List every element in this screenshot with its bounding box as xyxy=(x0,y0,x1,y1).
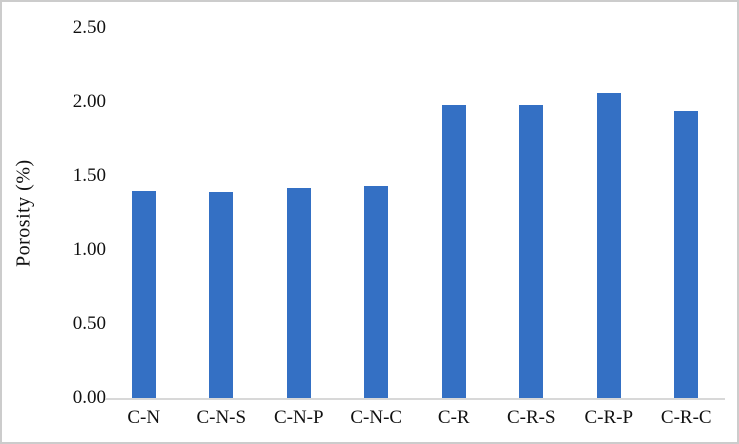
y-tick-label: 2.50 xyxy=(72,17,106,38)
bar-c-n-p xyxy=(286,187,311,398)
bar-c-r-c xyxy=(674,110,699,398)
y-tick-label: 1.50 xyxy=(72,165,106,186)
x-label-c-r-p: C-R-P xyxy=(584,407,634,428)
bar-c-n-c xyxy=(364,186,389,398)
x-label-c-n: C-N xyxy=(127,407,161,428)
bar-slot-c-n-s xyxy=(183,28,261,398)
bar-slot-c-r-p xyxy=(570,28,648,398)
x-label-c-n-c: C-N-C xyxy=(350,407,403,428)
y-tick-label: 0.50 xyxy=(72,313,106,334)
x-label-c-r-c: C-R-C xyxy=(660,407,712,428)
plot-area xyxy=(105,28,725,400)
bar-slot-c-r-c xyxy=(648,28,726,398)
bar-slot-c-n-p xyxy=(260,28,338,398)
y-tick-label: 1.00 xyxy=(72,239,106,260)
y-tick-label: 0.00 xyxy=(72,387,106,408)
bar-c-r-p xyxy=(596,93,621,398)
x-label-c-n-s: C-N-S xyxy=(196,407,247,428)
y-tick-label: 2.00 xyxy=(72,91,106,112)
bar-slot-c-n-c xyxy=(338,28,416,398)
x-label-c-r-s: C-R-S xyxy=(506,407,556,428)
x-label-c-n-p: C-N-P xyxy=(273,407,324,428)
bar-c-n-s xyxy=(209,192,234,398)
bar-slot-c-r-s xyxy=(493,28,571,398)
bar-c-r-s xyxy=(519,104,544,398)
bar-slot-c-n xyxy=(105,28,183,398)
x-axis-labels: C-N C-N-S C-N-P C-N-C C-R C-R-S C-R-P C-R-C xyxy=(105,406,725,430)
bar-slot-c-r xyxy=(415,28,493,398)
bar-c-n xyxy=(131,190,156,398)
x-label-c-r: C-R xyxy=(437,407,470,428)
y-axis-title: Porosity (%) xyxy=(12,159,35,267)
bar-c-r xyxy=(441,104,466,398)
